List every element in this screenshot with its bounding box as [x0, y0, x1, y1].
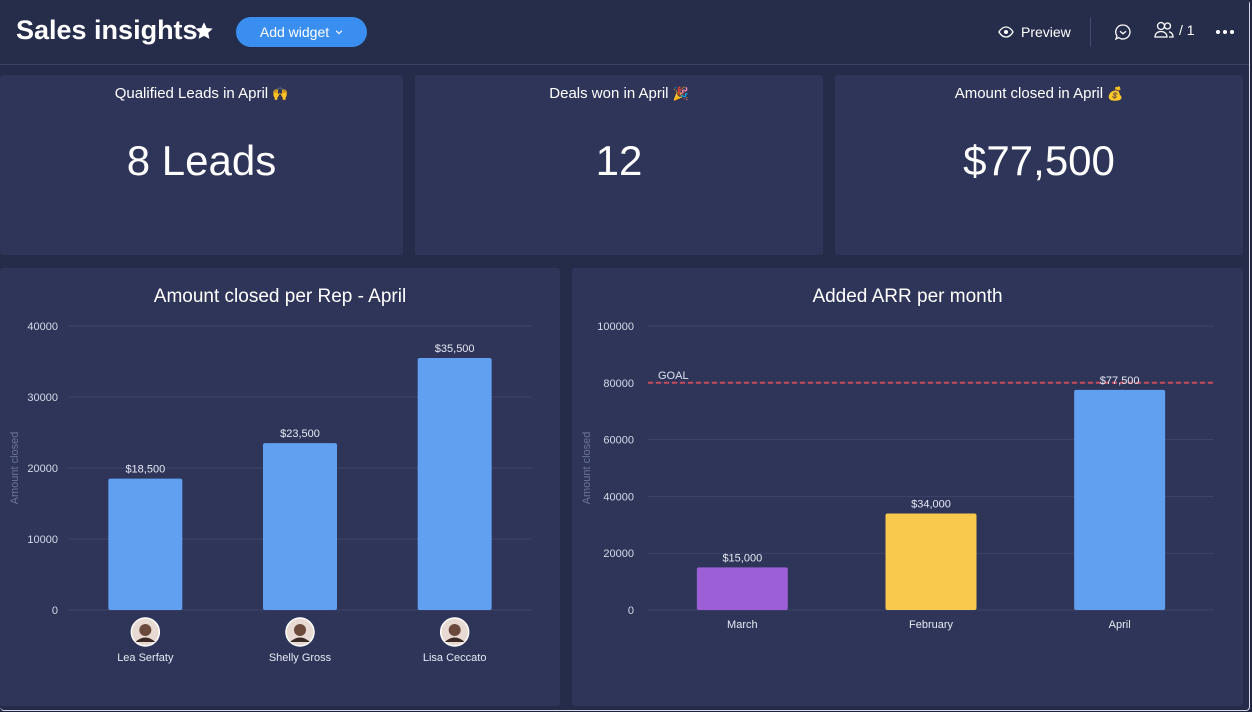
- kpi-value: 12: [595, 137, 643, 184]
- bar: [1074, 389, 1166, 610]
- eye-icon: [998, 26, 1014, 38]
- money-bag-emoji: 💰: [1107, 86, 1124, 101]
- chart-title: Amount closed per Rep - April: [153, 286, 407, 307]
- y-tick-label: 0: [628, 605, 634, 617]
- add-widget-label: Add widget: [259, 24, 330, 40]
- x-tick-label: March: [727, 619, 758, 631]
- data-label: $15,000: [722, 552, 762, 564]
- bar: [263, 443, 337, 610]
- y-tick-label: 100000: [597, 321, 634, 333]
- kpi-title: Qualified Leads in April 🙌: [114, 85, 289, 102]
- toolbar-divider: [1090, 17, 1091, 47]
- y-tick-label: 80000: [603, 378, 634, 390]
- data-label: $23,500: [280, 428, 320, 440]
- avatar-face: [448, 624, 461, 636]
- bar-chart-added-arr: Amount closed 0 20000 40000 60000 80000 100000…: [581, 321, 1214, 631]
- x-tick-label: April: [1109, 619, 1131, 631]
- data-label: $18,500: [125, 464, 165, 476]
- members-button[interactable]: / 1: [1154, 21, 1195, 39]
- y-tick-label: 20000: [27, 463, 58, 475]
- kpi-card-amount-closed[interactable]: Amount closed in April 💰 $77,500: [835, 75, 1243, 255]
- kpi-card-qualified-leads[interactable]: Qualified Leads in April 🙌 8 Leads: [0, 75, 403, 255]
- preview-label: Preview: [1021, 24, 1071, 40]
- x-tick-label: Shelly Gross: [269, 652, 332, 664]
- chart-title: Added ARR per month: [812, 286, 1003, 307]
- party-popper-emoji: 🎉: [672, 86, 689, 101]
- avatar-body: [290, 637, 310, 642]
- avatar-body: [135, 637, 156, 642]
- data-label: $35,500: [435, 343, 475, 355]
- y-axis-label: Amount closed: [581, 432, 593, 505]
- page-title: Sales insights: [16, 15, 198, 45]
- goal-label: GOAL: [658, 370, 689, 382]
- data-label: $34,000: [911, 498, 951, 510]
- chevron-down-icon: [335, 30, 343, 35]
- add-widget-button[interactable]: Add widget: [236, 17, 367, 47]
- y-tick-label: 40000: [27, 321, 58, 333]
- chart-card-amount-per-rep[interactable]: Amount closed per Rep - April Amount clo…: [0, 268, 560, 706]
- bar: [696, 567, 788, 610]
- kpi-title: Amount closed in April 💰: [954, 85, 1124, 102]
- x-tick-label: Lea Serfaty: [117, 652, 174, 664]
- avatar-face: [294, 624, 306, 636]
- members-count: / 1: [1179, 22, 1195, 38]
- star-icon[interactable]: [193, 20, 215, 42]
- people-icon: [1154, 21, 1174, 38]
- bar-chart-amount-per-rep: Amount closed 0 10000 20000 30000 40000 $18,50…: [9, 321, 532, 664]
- y-tick-label: 10000: [27, 534, 58, 546]
- y-axis-label: Amount closed: [9, 432, 21, 505]
- avatar-body: [444, 637, 465, 642]
- kpi-title: Deals won in April 🎉: [549, 85, 689, 102]
- y-tick-label: 40000: [603, 491, 634, 503]
- more-options-icon[interactable]: [1214, 22, 1236, 42]
- bar: [108, 478, 183, 610]
- chart-card-added-arr[interactable]: Added ARR per month Amount closed 0 20000 4…: [572, 268, 1243, 706]
- kpi-value: 8 Leads: [126, 137, 277, 184]
- avatar-face: [139, 624, 152, 636]
- x-tick-label: Lisa Ceccato: [423, 652, 487, 664]
- kpi-card-deals-won[interactable]: Deals won in April 🎉 12: [415, 75, 823, 255]
- kpi-value: $77,500: [963, 137, 1115, 184]
- preview-button[interactable]: Preview: [998, 22, 1071, 42]
- y-tick-label: 0: [52, 605, 58, 617]
- bar: [885, 513, 977, 610]
- raising-hands-emoji: 🙌: [272, 86, 289, 101]
- chat-icon[interactable]: [1114, 23, 1132, 41]
- y-tick-label: 20000: [603, 548, 634, 560]
- bar: [417, 357, 492, 610]
- y-tick-label: 60000: [603, 435, 634, 447]
- top-bar: Sales insights Add widget Preview: [0, 0, 1249, 65]
- x-tick-label: February: [909, 619, 954, 631]
- data-label: $77,500: [1100, 375, 1140, 387]
- y-tick-label: 30000: [27, 392, 58, 404]
